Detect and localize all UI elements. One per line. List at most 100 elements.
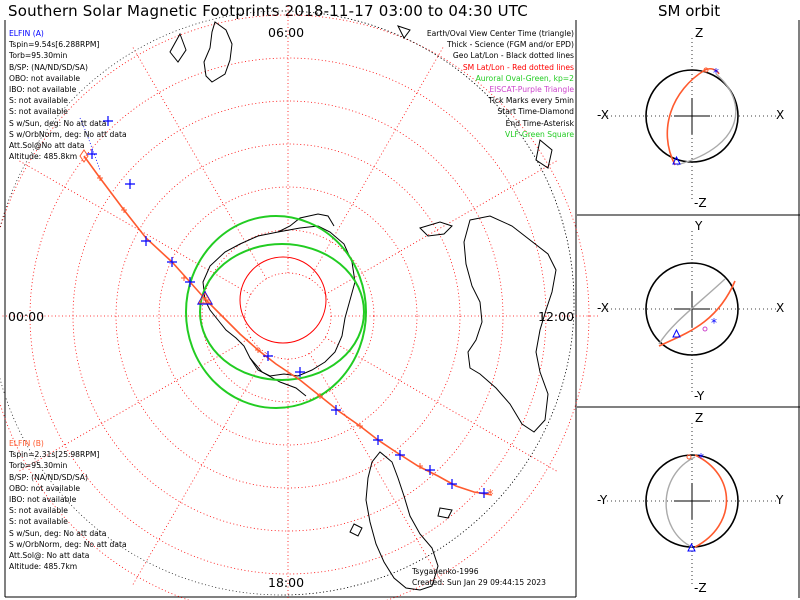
- elfin-b-line: Att.Sol@: No att data: [9, 550, 90, 560]
- orbit-back: [658, 278, 726, 345]
- elfin-b-line: S: not available: [9, 506, 68, 516]
- axis-label-left: -Y: [597, 493, 608, 507]
- legend-item: Auroral Oval-Green, kp=2: [475, 73, 574, 83]
- credit-created: Created: Sun Jan 29 09:44:15 2023: [412, 578, 546, 588]
- axis-label-bottom: -Z: [694, 196, 707, 210]
- elfin-b-track: [83, 155, 493, 496]
- tick-mark-cross: [167, 257, 177, 267]
- elfin-a-info: ELFIN (A) Tspin=9.54s[6.288RPM] Torb=95.…: [9, 28, 127, 162]
- page-title: Southern Solar Magnetic Footprints 2018-…: [8, 2, 528, 20]
- tick-mark-cross: [479, 488, 489, 498]
- elfin-b-line: IBO: not available: [9, 494, 77, 504]
- tick-mark-cross: [395, 450, 405, 460]
- elfin-b-line: S w/Sun, deg: No att data: [9, 528, 107, 538]
- sm-grid-spoke: [19, 160, 251, 295]
- orbit-panel-title: SM orbit: [658, 2, 721, 20]
- elfin-b-line: B/SP: (NA/ND/SD/SA): [9, 472, 88, 482]
- sm-grid-spoke: [309, 47, 444, 279]
- view-center-triangle-b: [198, 292, 212, 304]
- earth-circle: [645, 262, 739, 356]
- legend-item: VLF-Green Square: [505, 129, 574, 139]
- elfin-b-line: S w/OrbNorm, deg: No att data: [9, 539, 127, 549]
- elfin-a-line: IBO: not available: [9, 84, 77, 94]
- orbit-end-asterisk: *: [698, 451, 704, 465]
- hour-label-right: 12:00: [538, 309, 575, 324]
- orbit-panel-yz: * Z -Z -Y Y: [597, 411, 784, 595]
- sm-pole-circle: [239, 256, 327, 344]
- elfin-a-line: S: not available: [9, 96, 68, 106]
- orbit-front: [658, 280, 736, 347]
- elfin-b-info: ELFIN (B) Tspin=2.31s[25.98RPM] Torb=95.…: [9, 438, 127, 572]
- sm-grid: [0, 6, 598, 600]
- credit-model: Tsyganenko-1996: [412, 567, 479, 576]
- sm-grid-spoke: [19, 337, 251, 472]
- tick-mark-cross: [425, 465, 435, 475]
- geo-grid: [0, 10, 575, 596]
- tick-mark-cross: [103, 116, 113, 126]
- axis-label-top: Z: [695, 26, 703, 40]
- tick-mark-cross: [331, 405, 341, 415]
- axis-label-right: Y: [775, 493, 784, 507]
- orbit-end-asterisk: *: [713, 66, 719, 80]
- tick-mark-small: [121, 207, 127, 213]
- earth-circle: [645, 69, 739, 163]
- orbit-panel-xy: * Y -Y -X X: [597, 219, 784, 403]
- legend-item: End Time-Asterisk: [505, 118, 574, 128]
- tick-mark-small: [255, 347, 261, 353]
- tick-mark-cross: [447, 479, 457, 489]
- orbit-start-triangle: [672, 328, 681, 338]
- elfin-a-line: S: not available: [9, 107, 68, 117]
- elfin-a-line: B/SP: (NA/ND/SD/SA): [9, 62, 88, 72]
- tick-mark-small: [181, 275, 187, 281]
- tick-mark-cross: [263, 351, 273, 361]
- hour-label-bottom: 18:00: [268, 575, 305, 590]
- orbit-end-asterisk: *: [711, 316, 717, 330]
- elfin-b-track-line: [83, 155, 493, 496]
- view-center-triangle: [196, 290, 214, 305]
- elfin-a-line: OBO: not available: [9, 73, 80, 83]
- elfin-b-line: S: not available: [9, 517, 68, 527]
- elfin-b-line: OBO: not available: [9, 483, 80, 493]
- tick-mark-cross: [87, 149, 97, 159]
- elfin-a-line: Torb=95.30min: [9, 51, 68, 61]
- elfin-a-line: S w/Sun, deg: No att data: [9, 118, 107, 128]
- end-asterisk: *: [487, 488, 494, 503]
- orbit-front: [666, 67, 720, 166]
- sm-grid-spoke: [325, 160, 557, 295]
- legend-item: Thick - Science (FGM and/or EPD): [447, 40, 574, 50]
- sm-grid-spoke: [132, 47, 267, 279]
- sm-grid-spoke: [325, 337, 557, 472]
- tick-mark-cross: [125, 179, 135, 189]
- coastlines: [169, 21, 557, 591]
- auroral-oval: [185, 215, 367, 409]
- legend-item: Geo Lat/Lon - Black dotted lines: [452, 51, 574, 61]
- legend-item: SM Lat/Lon - Red dotted lines: [462, 62, 574, 72]
- tick-mark-cross: [185, 277, 195, 287]
- tick-mark-small: [317, 393, 323, 399]
- credit: Tsyganenko-1996 Created: Sun Jan 29 09:4…: [412, 566, 546, 588]
- axis-label-left: -X: [597, 301, 609, 315]
- sm-orbit-panels: * Z -Z -X X * Y -Y -X X * Z -Z -Y: [577, 20, 800, 598]
- axis-label-bottom: -Y: [694, 389, 705, 403]
- legend-item: Earth/Oval View Center Time (triangle): [426, 29, 574, 38]
- tick-mark-small: [97, 175, 103, 181]
- orbit-back: [676, 73, 737, 166]
- orbit-diamond: [703, 67, 709, 73]
- orbit-start-triangle: [672, 155, 681, 165]
- legend-item: Start Time-Diamond: [497, 107, 574, 117]
- elfin-a-name: ELFIN (A): [9, 29, 44, 38]
- sm-grid-spoke: [309, 353, 444, 585]
- elfin-a-line: Tspin=9.54s[6.288RPM]: [9, 40, 100, 50]
- elfin-a-line: S w/OrbNorm, deg: No att data: [9, 129, 127, 139]
- axis-label-top: Y: [694, 219, 703, 233]
- orbit-diamond: [702, 326, 708, 332]
- orbit-panel-xz: * Z -Z -X X: [597, 26, 784, 210]
- elfin-b-line: Altitude: 485.7km: [9, 562, 78, 572]
- elfin-b-line: Torb=95.30min: [9, 461, 68, 471]
- orbit-front: [694, 454, 728, 548]
- elfin-b-name: ELFIN (B): [9, 439, 44, 448]
- legend-item: EISCAT-Purple Triangle: [489, 85, 574, 95]
- axis-label-top: Z: [695, 411, 703, 425]
- elfin-b-line: Tspin=2.31s[25.98RPM]: [9, 450, 100, 460]
